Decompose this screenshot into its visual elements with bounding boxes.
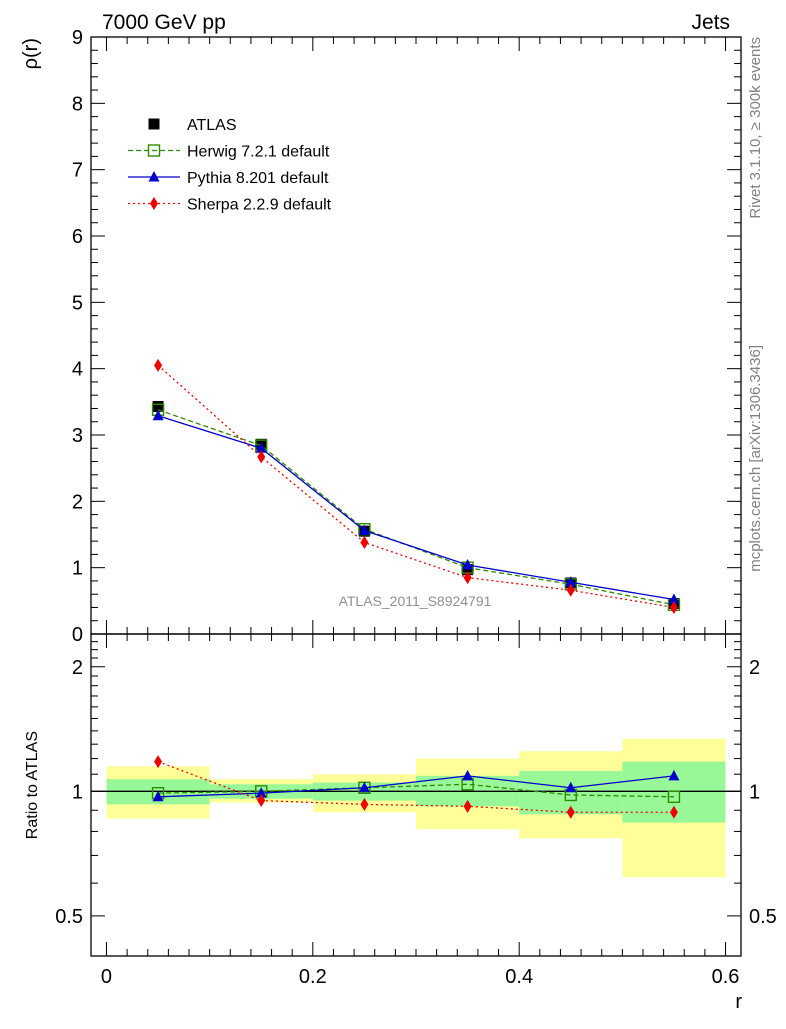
x-tick-label: 0.4 [505,966,533,988]
ratio-point-pythia-2 [358,781,370,793]
main-series [151,358,681,614]
main-point-sherpa-1 [257,450,266,464]
ratio-point-herwig-5 [667,790,681,804]
main-line-sherpa [157,364,675,609]
main-point-sherpa-0 [154,358,163,372]
main-point-pythia-0 [152,409,164,421]
x-tick-label: 0.2 [299,966,327,988]
main-point-sherpa-3 [463,571,472,585]
ratio-point-sherpa-2 [360,797,369,811]
main-point-pythia-1 [255,442,267,453]
legend-label-pythia: Pythia 8.201 default [187,170,329,187]
legend-marker-herwig [147,144,161,157]
ratio-series [151,755,681,819]
ratio-y-tick-label: 1 [72,781,83,803]
ratio-y-tick-label: 2 [72,657,83,679]
main-y-tick-label: 0 [72,624,83,646]
ratio-point-pythia-4 [565,781,577,793]
main-point-sherpa-2 [360,535,369,549]
x-tick-label: 0.6 [712,966,740,988]
legend-label-atlas: ATLAS [187,117,237,134]
ratio-line-herwig [158,783,674,798]
main-point-pythia-2 [358,524,370,536]
ratio-point-sherpa-3 [463,799,472,813]
ratio-point-pythia-1 [255,787,267,798]
main-y-tick-label: 3 [72,425,83,447]
main-point-sherpa-4 [566,583,575,597]
ratio-point-pythia-0 [152,790,164,802]
ratio-uncertainty-bands [106,738,726,878]
main-y-tick-label: 9 [72,27,83,49]
main-y-tick-label: 8 [72,93,83,115]
main-y-tick-label: 2 [72,491,83,513]
ratio-point-pythia-3 [462,769,474,781]
main-point-sherpa-5 [669,600,678,614]
x-axis-label: r [735,991,742,1013]
ratio-point-sherpa-1 [257,794,266,808]
main-line-herwig [157,409,675,606]
main-y-tick-label: 4 [72,359,83,381]
legend-label-herwig: Herwig 7.2.1 default [187,144,330,161]
header-left: 7000 GeV pp [102,11,226,34]
legend: ATLAS Herwig 7.2.1 default Pythia 8.201 de… [128,117,332,214]
ratio-y-tick-label-right: 1 [749,781,760,803]
mcplots-text: mcplots.cern.ch [arXiv:1306.3436] [747,345,764,572]
ratio-y-tick-label: 0.5 [55,906,83,928]
ratio-y-tick-label-right: 0.5 [749,906,777,928]
main-y-axis-label: ρ(r) [20,38,42,69]
ratio-y-tick-label-right: 2 [749,657,760,679]
ratio-point-sherpa-4 [566,805,575,819]
main-point-atlas-0 [152,400,164,412]
x-tick-label: 0 [101,966,112,988]
main-point-pythia-4 [565,576,577,587]
analysis-watermark: ATLAS_2011_S8924791 [339,593,492,609]
main-line-pythia [157,415,675,601]
main-point-pythia-5 [668,593,680,605]
legend-marker-pythia [148,171,160,182]
ratio-y-axis-label: Ratio to ATLAS [24,731,41,839]
ratio-point-sherpa-5 [669,805,678,819]
axis-ticks: 0 1 2 3 4 5 6 7 8 9 0.5 0.5 1 1 2 2 0 0.2 0.4 0.6 [55,27,777,988]
ratio-point-sherpa-0 [154,755,163,769]
main-y-tick-label: 5 [72,292,83,314]
ratio-line-sherpa [157,760,674,813]
rivet-text: Rivet 3.1.10, ≥ 300k events [747,37,764,219]
main-y-tick-label: 1 [72,558,83,580]
ratio-point-pythia-5 [668,769,680,781]
main-y-tick-label: 6 [72,226,83,248]
legend-marker-sherpa [150,197,158,210]
header-right: Jets [691,11,730,34]
legend-marker-atlas [148,118,160,130]
main-point-atlas-3 [462,564,474,576]
main-y-tick-label: 7 [72,160,83,182]
main-point-pythia-3 [462,559,474,570]
legend-label-sherpa: Sherpa 2.2.9 default [187,197,332,214]
